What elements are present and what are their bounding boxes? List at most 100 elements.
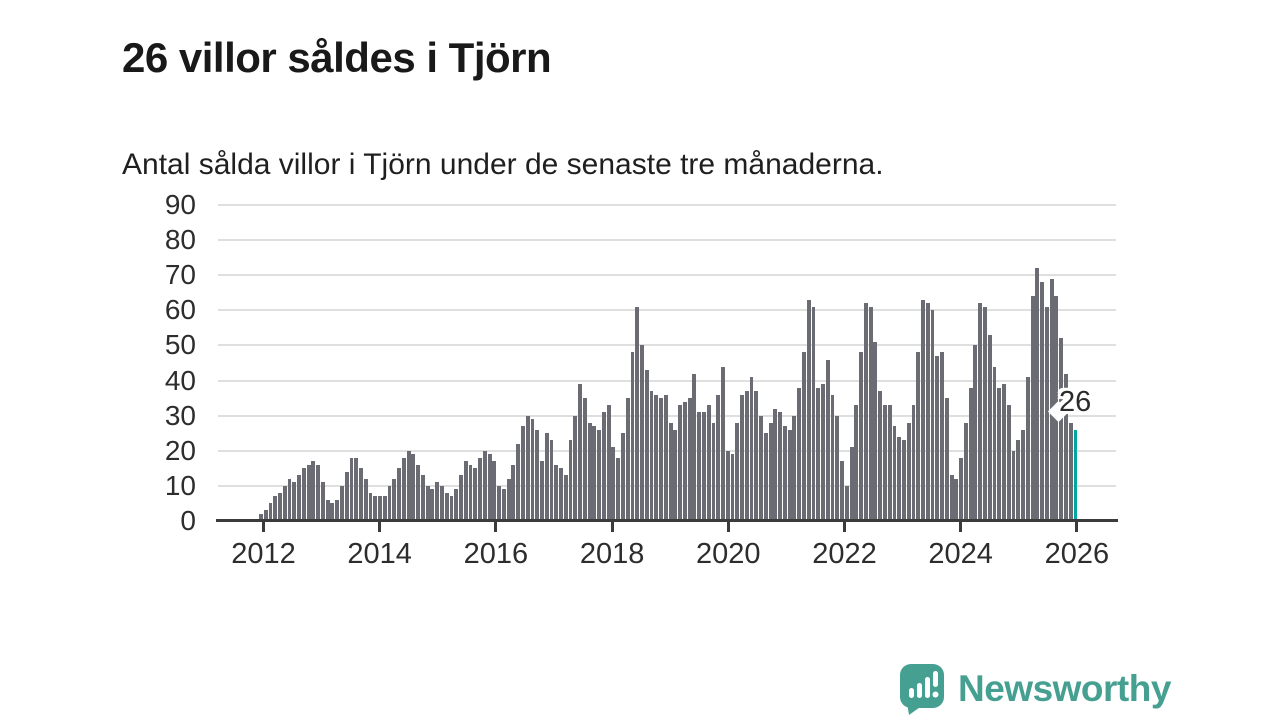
x-axis-tick bbox=[843, 521, 846, 532]
bar bbox=[711, 422, 716, 521]
bar bbox=[435, 482, 440, 521]
bar bbox=[325, 499, 330, 521]
bar bbox=[963, 422, 968, 521]
bar bbox=[678, 405, 683, 521]
y-axis-tick-label: 70 bbox=[164, 259, 196, 291]
bar bbox=[568, 440, 573, 521]
bar bbox=[935, 355, 940, 521]
bar bbox=[616, 457, 621, 521]
bar bbox=[397, 468, 402, 521]
bar bbox=[306, 464, 311, 521]
bar bbox=[339, 485, 344, 521]
page-title: 26 villor såldes i Tjörn bbox=[122, 34, 552, 82]
bar bbox=[825, 359, 830, 521]
bar bbox=[406, 450, 411, 521]
bar bbox=[668, 422, 673, 521]
bar-chart-plot-area bbox=[217, 204, 1117, 521]
bar bbox=[587, 422, 592, 521]
bar bbox=[640, 345, 644, 521]
bar bbox=[654, 394, 659, 521]
bar bbox=[544, 433, 549, 521]
bar bbox=[511, 464, 516, 521]
bar bbox=[287, 478, 292, 521]
y-axis-tick-label: 10 bbox=[164, 469, 196, 501]
bar bbox=[378, 496, 382, 521]
bar bbox=[516, 443, 521, 521]
gridline bbox=[218, 344, 1116, 347]
x-axis-tick bbox=[610, 521, 614, 532]
bar bbox=[487, 454, 492, 521]
bar bbox=[892, 426, 897, 521]
y-axis-tick-label: 50 bbox=[164, 329, 196, 361]
bar bbox=[921, 299, 925, 521]
bar bbox=[882, 405, 887, 521]
gridline bbox=[218, 239, 1116, 242]
bar bbox=[635, 306, 640, 521]
bar bbox=[578, 384, 583, 521]
bar bbox=[844, 485, 849, 521]
bar bbox=[944, 398, 949, 521]
bar bbox=[468, 464, 473, 521]
bar bbox=[968, 387, 973, 521]
bar bbox=[721, 366, 725, 521]
bar bbox=[682, 401, 687, 521]
x-axis-tick-label: 2022 bbox=[812, 538, 877, 570]
gridline bbox=[218, 274, 1116, 277]
bar bbox=[649, 391, 654, 521]
bar bbox=[863, 303, 868, 521]
bar bbox=[549, 440, 554, 521]
bar bbox=[983, 306, 987, 521]
bar bbox=[335, 499, 340, 521]
bar bbox=[444, 492, 449, 521]
bar bbox=[597, 429, 602, 521]
bar bbox=[740, 394, 744, 521]
bar bbox=[492, 461, 497, 521]
bar bbox=[273, 496, 278, 521]
y-axis-tick-label: 20 bbox=[164, 434, 196, 466]
y-axis-tick-label: 80 bbox=[164, 224, 196, 256]
bar bbox=[420, 475, 425, 521]
x-axis-tick-label: 2026 bbox=[1044, 538, 1110, 570]
y-axis-tick-label: 0 bbox=[180, 505, 196, 536]
bar bbox=[787, 429, 792, 521]
bar bbox=[368, 492, 373, 521]
bar bbox=[282, 485, 287, 521]
bar bbox=[644, 370, 649, 521]
y-axis-tick-label: 90 bbox=[164, 189, 196, 220]
x-axis-tick bbox=[494, 521, 498, 532]
bar bbox=[530, 419, 535, 521]
bar bbox=[582, 398, 587, 521]
x-axis-tick bbox=[378, 521, 382, 532]
bar bbox=[1040, 282, 1045, 521]
gridline bbox=[218, 309, 1116, 312]
bar bbox=[887, 405, 892, 521]
bar bbox=[611, 447, 616, 521]
bar bbox=[930, 310, 935, 521]
highlighted-bar bbox=[1073, 429, 1078, 521]
bar bbox=[811, 306, 816, 521]
bar bbox=[373, 496, 378, 521]
bar bbox=[759, 415, 764, 521]
gridline bbox=[218, 204, 1116, 206]
bar bbox=[749, 377, 754, 521]
bar bbox=[706, 405, 711, 521]
bar bbox=[716, 394, 721, 521]
bar bbox=[797, 387, 802, 521]
bar bbox=[497, 485, 502, 521]
bar bbox=[925, 303, 930, 521]
bar bbox=[449, 496, 454, 521]
bar bbox=[792, 415, 797, 521]
bar bbox=[268, 503, 273, 521]
bar bbox=[659, 398, 663, 521]
bar bbox=[625, 398, 630, 521]
bar bbox=[673, 429, 678, 521]
x-axis-tick bbox=[726, 521, 730, 532]
bar bbox=[835, 415, 840, 521]
bar bbox=[802, 352, 806, 521]
bar bbox=[940, 352, 945, 521]
bar bbox=[1049, 278, 1054, 521]
bar bbox=[816, 387, 821, 521]
bar bbox=[316, 464, 321, 521]
bar bbox=[463, 461, 468, 521]
bar bbox=[401, 457, 406, 521]
